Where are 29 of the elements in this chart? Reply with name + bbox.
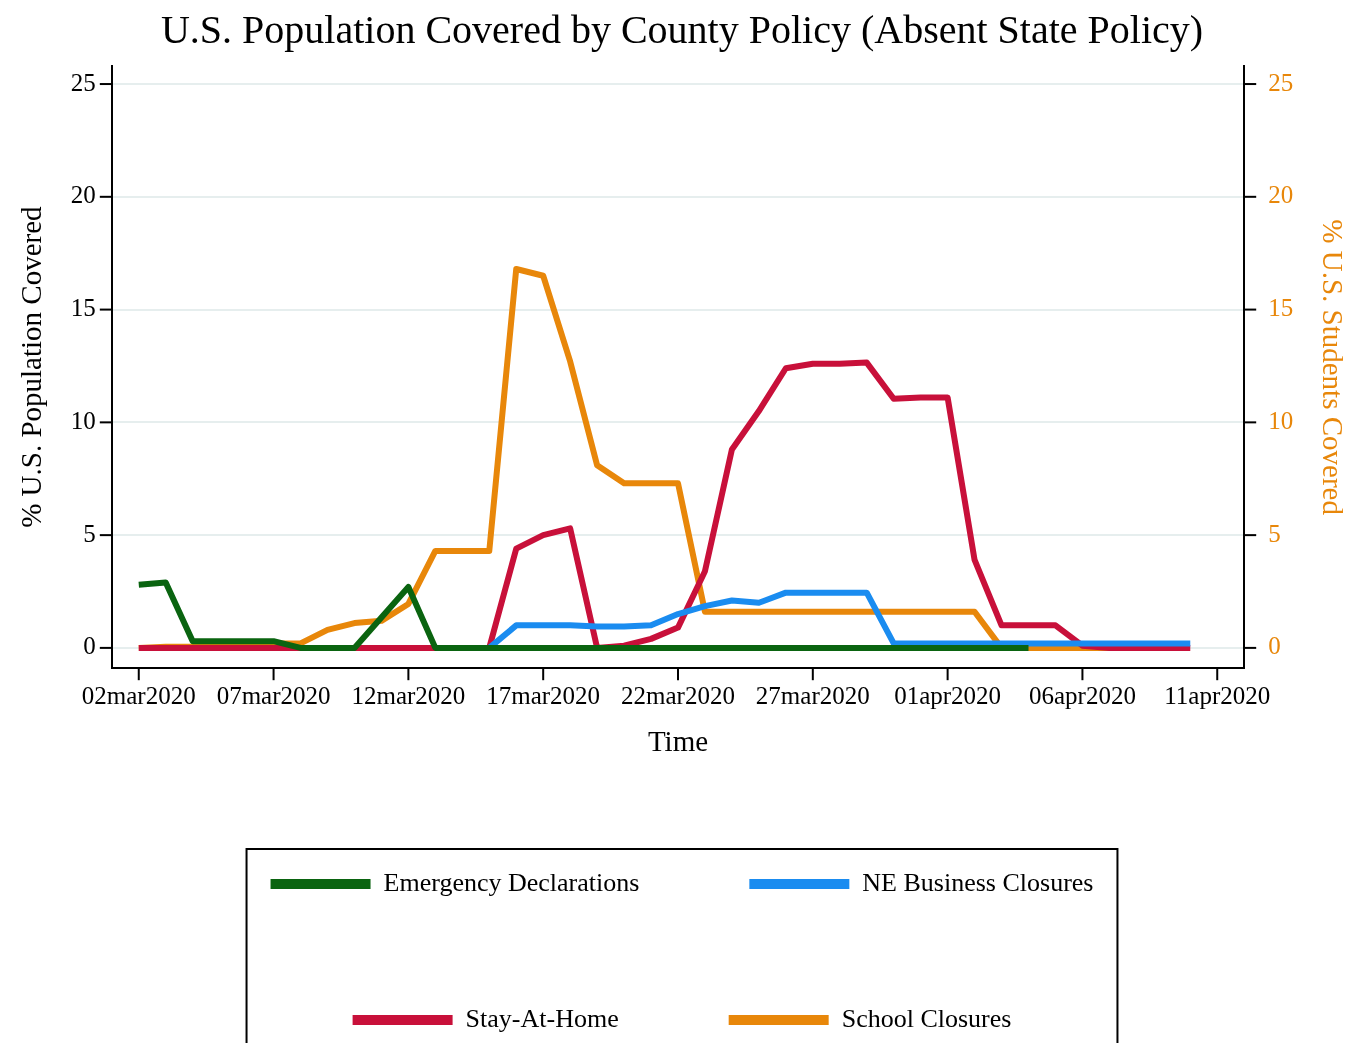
y-tick-label: 10 [70, 406, 96, 434]
legend-label: NE Business Closures [862, 867, 1094, 897]
legend-label: Emergency Declarations [383, 867, 640, 897]
y2-tick-label: 5 [1268, 519, 1281, 547]
x-tick-label: 01apr2020 [894, 681, 1002, 709]
y2-tick-label: 10 [1268, 406, 1294, 434]
x-tick-label: 11apr2020 [1164, 681, 1271, 709]
legend-label: Stay-At-Home [465, 1003, 619, 1033]
y2-tick-label: 20 [1268, 181, 1294, 209]
x-axis-title: Time [647, 725, 709, 758]
x-tick-label: 27mar2020 [755, 681, 870, 709]
x-tick-label: 12mar2020 [351, 681, 466, 709]
x-tick-label: 06apr2020 [1028, 681, 1136, 709]
x-tick-label: 22mar2020 [621, 681, 735, 709]
y2-tick-label: 0 [1268, 632, 1281, 660]
y-tick-label: 20 [70, 181, 96, 209]
y2-tick-label: 15 [1268, 294, 1294, 322]
y-tick-label: 25 [70, 68, 96, 96]
x-tick-label: 07mar2020 [216, 681, 331, 709]
y-tick-label: 5 [83, 519, 96, 547]
y2-axis-title: % U.S. Students Covered [1316, 219, 1349, 516]
x-tick-label: 17mar2020 [486, 681, 601, 709]
y-axis-title: % U.S. Population Covered [15, 205, 48, 528]
y-tick-label: 0 [83, 632, 96, 660]
legend-label: School Closures [841, 1003, 1012, 1033]
x-tick-label: 02mar2020 [81, 681, 196, 709]
y2-tick-label: 25 [1268, 68, 1294, 96]
y-tick-label: 15 [70, 294, 96, 322]
chart-title: U.S. Population Covered by County Policy (Absent State Policy) [160, 6, 1204, 52]
